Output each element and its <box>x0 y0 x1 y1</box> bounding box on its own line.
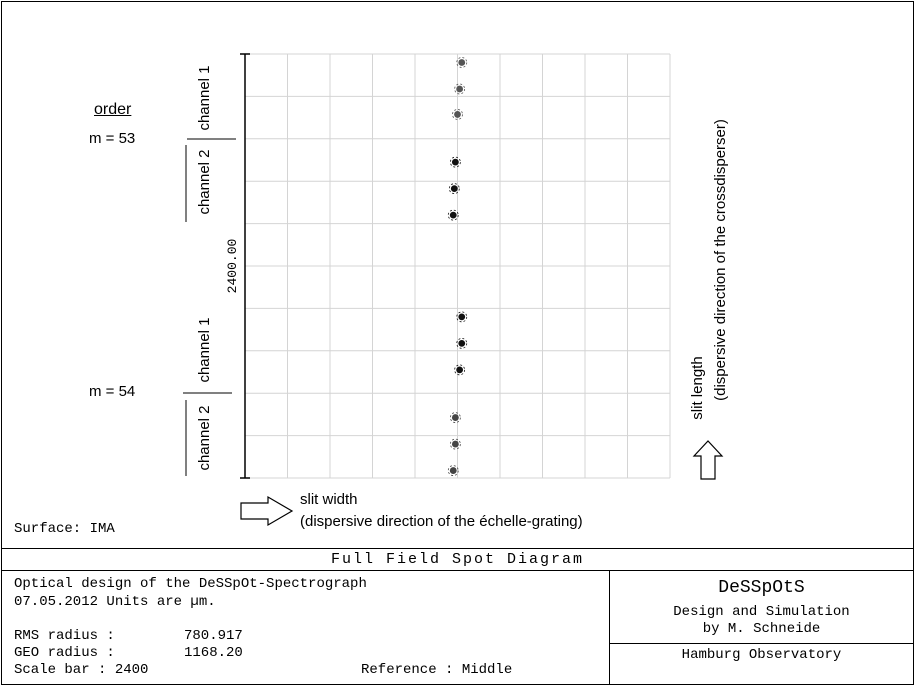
brand-logo: DeSSpOtS <box>718 578 805 598</box>
spots <box>447 57 468 476</box>
spot-point <box>448 183 460 195</box>
footer-title: Full Field Spot Diagram <box>330 551 585 568</box>
spot-point <box>452 109 463 120</box>
footer-divider-right <box>609 643 914 644</box>
grid <box>244 53 671 479</box>
slit-length-sub-label: (dispersive direction of the crossdisper… <box>712 119 729 401</box>
rms-radius-value: 780.917 <box>184 628 243 644</box>
order-m53-label: m = 53 <box>89 130 136 147</box>
channel-1-label-m54: channel 1 <box>196 317 213 382</box>
slit-width-sub-label: (dispersive direction of the échelle-gra… <box>300 513 583 530</box>
brand-subtitle-1: Design and Simulation <box>673 604 850 620</box>
slit-length-label: slit length <box>689 356 706 419</box>
geo-radius-label: GEO radius : <box>14 645 115 661</box>
spot-point <box>456 57 468 68</box>
slit-width-arrow-icon <box>240 495 294 527</box>
scale-bar-text: Scale bar : 2400 <box>14 662 149 678</box>
rms-radius-label: RMS radius : <box>14 628 115 644</box>
spot-point <box>449 438 461 450</box>
surface-label: Surface: IMA <box>14 521 115 537</box>
spot-point <box>456 337 468 349</box>
footer-divider-vertical <box>609 570 610 685</box>
order-m54-label: m = 54 <box>89 383 136 400</box>
channel-2-label-m53: channel 2 <box>196 149 213 214</box>
order-heading: order <box>94 101 132 118</box>
spot-point <box>454 83 466 95</box>
date-units: 07.05.2012 Units are µm. <box>14 594 216 610</box>
spot-point <box>447 465 459 476</box>
reference-text: Reference : Middle <box>361 662 513 678</box>
spot-point <box>449 412 461 423</box>
footer-title-rule <box>1 570 914 571</box>
geo-radius-value: 1168.20 <box>184 645 243 661</box>
design-description: Optical design of the DeSSpOt-Spectrogra… <box>14 576 367 592</box>
slit-width-label: slit width <box>300 491 358 508</box>
observatory-name: Hamburg Observatory <box>681 647 842 663</box>
spot-point <box>449 156 461 168</box>
scale-bar-label: 2400.00 <box>225 239 240 294</box>
spot-point <box>447 209 459 221</box>
slit-length-arrow-icon <box>692 440 724 480</box>
brand-subtitle-2: by M. Schneide <box>702 621 821 637</box>
channel-1-label-m53: channel 1 <box>196 65 213 130</box>
spot-point <box>456 311 468 323</box>
spot-point <box>454 364 466 376</box>
footer-top-rule <box>1 548 914 549</box>
channel-2-label-m54: channel 2 <box>196 405 213 470</box>
